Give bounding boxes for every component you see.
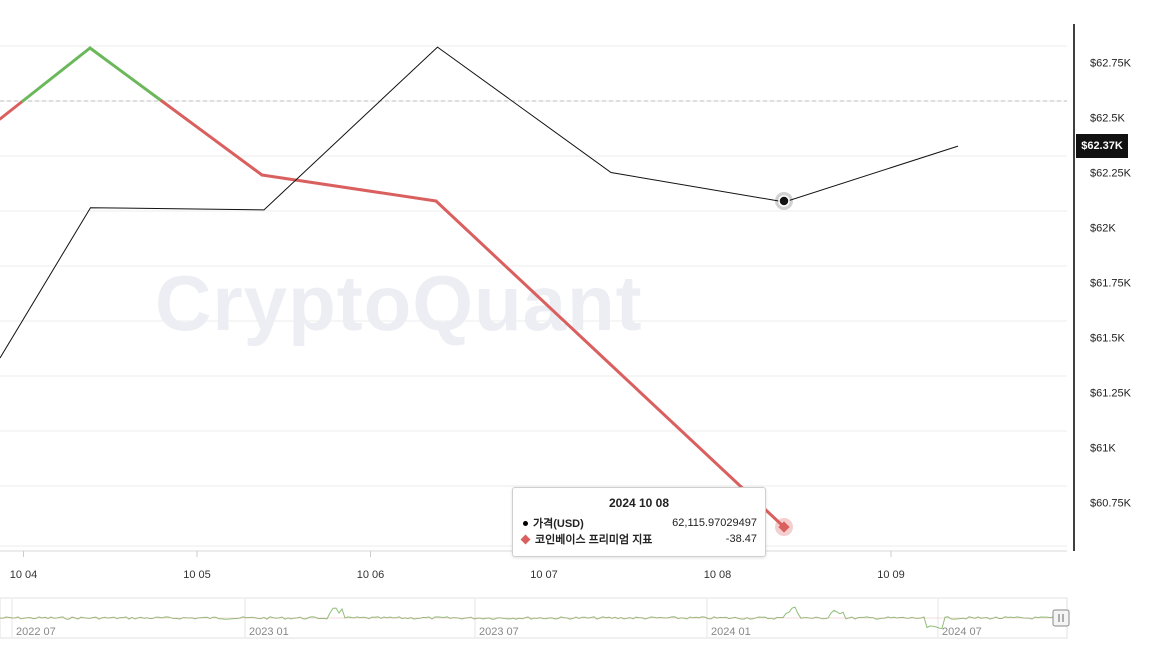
navigator-tick-label: 2023 01 [249,626,289,638]
price-hover-point [778,195,790,207]
premium-negative-segment [160,99,264,177]
y-tick-label: $60.75K [1090,498,1132,510]
x-tick-label: 10 09 [877,569,905,581]
tooltip-premium-value: -38.47 [725,533,757,545]
navigator-handle[interactable] [1052,609,1070,627]
y-tick-label: $62K [1090,223,1116,235]
y-tick-label: $62.5K [1090,113,1126,125]
navigator-premium-line [0,606,1054,630]
x-tick-label: 10 06 [357,569,385,581]
premium-series [0,46,786,529]
premium-negative-segment [0,99,25,121]
grid-lines [0,45,1067,547]
x-tick-label: 10 05 [183,569,211,581]
premium-diamond-icon [520,534,531,544]
navigator-tick-label: 2022 07 [16,626,56,638]
navigator-tick-label: 2023 07 [479,626,519,638]
y-tick-label: $61.5K [1090,333,1126,345]
y-tick-label: $61.25K [1090,388,1132,400]
x-tick-label: 10 04 [10,569,38,581]
navigator-tick-label: 2024 01 [711,626,751,638]
price-dot-icon [523,520,528,526]
navigator[interactable]: 2022 07 2023 01 2023 07 2024 01 2024 07 [0,597,1070,639]
y-tick-label: $62.75K [1090,58,1132,70]
x-tick-label: 10 08 [704,569,732,581]
tooltip-date: 2024 10 08 [608,496,670,510]
y-axis-ticks: $60.75K $61K $61.25K $61.5K $61.75K $62K $62.2… [1090,58,1132,510]
premium-negative-segment [260,173,438,203]
current-price-tag: $62.37K [1076,134,1128,158]
navigator-tick-label: 2024 07 [942,626,982,638]
premium-hover-point [778,521,790,533]
y-tick-label: $61.75K [1090,278,1132,290]
y-tick-label: $62.25K [1090,168,1132,180]
tooltip: 2024 10 08 가격(USD) 62,115.97029497 코인베이스… [512,487,766,557]
tooltip-price-label: 가격(USD) [533,518,584,530]
watermark-text: CryptoQuant [155,259,643,347]
tooltip-row-price: 가격(USD) 62,115.97029497 [521,515,757,531]
hover-markers [775,192,793,536]
premium-positive-segment [88,46,164,103]
tooltip-row-premium: 코인베이스 프리미엄 지표 -38.47 [520,531,757,547]
tooltip-premium-label: 코인베이스 프리미엄 지표 [535,534,653,546]
x-tick-label: 10 07 [530,569,558,581]
tooltip-price-value: 62,115.97029497 [672,517,757,529]
premium-positive-segment [21,46,92,103]
x-axis-ticks: 10 04 10 05 10 06 10 07 10 08 10 09 [10,551,905,581]
premium-negative-segment [434,199,612,366]
y-tick-label: $61K [1090,443,1116,455]
